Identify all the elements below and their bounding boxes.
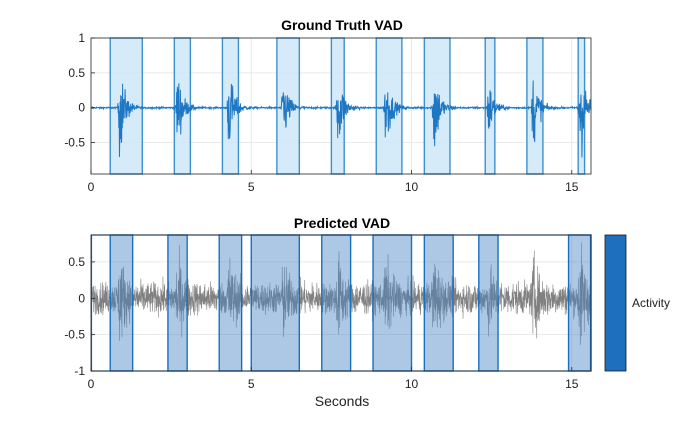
y-tick-label: 0.5 bbox=[68, 66, 85, 80]
y-tick-label: -0.5 bbox=[64, 136, 85, 150]
x-tick-label: 15 bbox=[565, 180, 579, 194]
speech-region bbox=[372, 234, 413, 372]
speech-region bbox=[167, 234, 188, 372]
waveform bbox=[90, 242, 592, 346]
speech-region bbox=[321, 234, 352, 372]
waveform-line bbox=[90, 242, 592, 346]
axes-box bbox=[90, 37, 592, 175]
chart-title: Predicted VAD bbox=[294, 215, 390, 231]
x-tick-label: 15 bbox=[565, 377, 579, 391]
x-axis-label: Seconds bbox=[315, 393, 369, 409]
x-tick-label: 10 bbox=[405, 377, 419, 391]
y-tick-label: 0 bbox=[78, 101, 85, 115]
legend: Activity bbox=[604, 234, 670, 372]
predicted-axes: Predicted VAD 0 5 10 15 -1 -0.5 0 0.5 Seconds bbox=[64, 215, 592, 409]
x-tick-label: 10 bbox=[405, 180, 419, 194]
speech-region bbox=[109, 234, 134, 372]
y-tick-label: 0 bbox=[78, 291, 85, 305]
x-tick-label: 5 bbox=[248, 377, 255, 391]
y-ticks: -1 -0.5 0 0.5 bbox=[64, 255, 95, 378]
legend-label: Activity bbox=[632, 296, 670, 310]
axes-box bbox=[90, 234, 592, 372]
legend-swatch bbox=[604, 234, 627, 372]
speech-region bbox=[423, 234, 454, 372]
ground-truth-axes: Ground Truth VAD 0 5 10 15 -0.5 0 0.5 1 bbox=[64, 17, 592, 194]
y-ticks: -0.5 0 0.5 1 bbox=[64, 31, 95, 150]
x-tick-label: 0 bbox=[88, 180, 95, 194]
waveform-line bbox=[90, 80, 592, 158]
y-tick-label: 1 bbox=[78, 31, 85, 45]
y-tick-label: -0.5 bbox=[64, 328, 85, 342]
speech-region bbox=[218, 234, 243, 372]
y-tick-label: 0.5 bbox=[68, 255, 85, 269]
x-tick-label: 5 bbox=[248, 180, 255, 194]
chart-title: Ground Truth VAD bbox=[281, 17, 403, 33]
y-tick-label: -1 bbox=[74, 364, 85, 378]
x-tick-label: 0 bbox=[88, 377, 95, 391]
waveform bbox=[90, 80, 592, 158]
speech-region bbox=[250, 234, 301, 372]
speech-region bbox=[567, 234, 592, 372]
speech-region bbox=[478, 234, 499, 372]
x-ticks: 0 5 10 15 bbox=[88, 170, 579, 194]
x-ticks: 0 5 10 15 bbox=[88, 367, 579, 391]
